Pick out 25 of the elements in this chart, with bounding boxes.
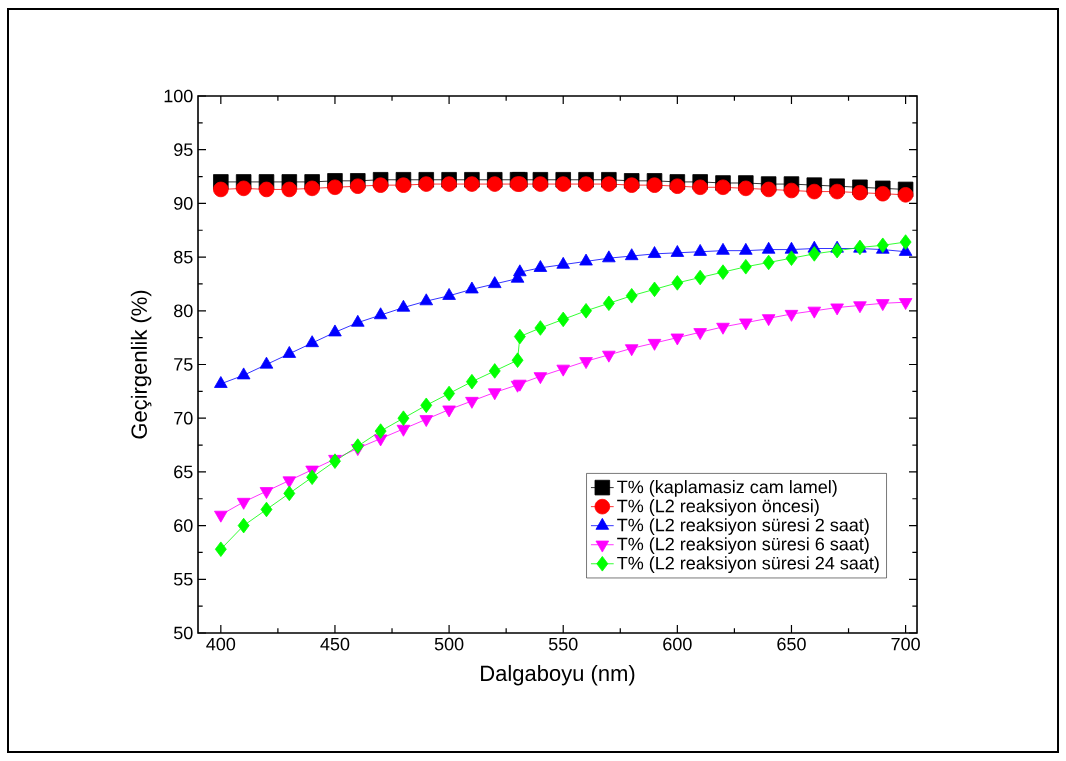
y-tick-label: 70: [174, 411, 193, 425]
legend-label: T% (L2 reaksiyon süresi 6 saat): [617, 537, 869, 554]
x-tick-label: 500: [434, 637, 464, 651]
y-tick-label: 100: [164, 89, 193, 103]
legend-label: T% (L2 reaksiyon öncesi): [617, 499, 819, 516]
y-tick-label: 55: [173, 573, 193, 586]
y-tick-label: 80: [174, 304, 193, 318]
y-axis-title: Geçirgenlik (%): [130, 290, 152, 439]
x-tick-label: 550: [548, 637, 578, 651]
legend-label: T% (L2 reaksiyon süresi 2 saat): [617, 518, 869, 535]
x-tick-label: 700: [891, 637, 920, 651]
legend-label: T% (kaplamasiz cam lamel): [617, 480, 837, 497]
y-tick-label: 95: [174, 143, 193, 157]
x-tick-label: 450: [320, 637, 350, 651]
x-tick-label: 650: [777, 637, 806, 651]
y-tick-label: 85: [174, 250, 193, 264]
y-tick-label: 75: [174, 358, 193, 371]
legend-label: T% (L2 reaksiyon süresi 24 saat): [617, 556, 879, 574]
y-tick-label: 60: [174, 519, 193, 532]
y-tick-label: 65: [174, 465, 193, 479]
y-tick-label: 90: [174, 197, 193, 210]
y-tick-label: 50: [173, 626, 193, 640]
x-tick-label: 400: [206, 637, 236, 651]
x-axis-title: Dalgaboyu (nm): [481, 664, 635, 686]
x-tick-label: 600: [663, 637, 692, 651]
